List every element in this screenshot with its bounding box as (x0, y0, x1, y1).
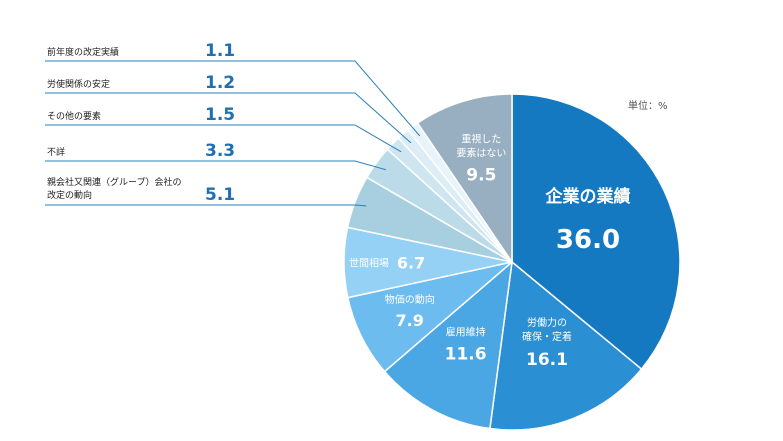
leader-line-roushi (45, 92, 412, 144)
slice-label-roudouryoku-line2: 確保・定着 (522, 330, 572, 343)
slice-value-roudouryoku: 16.1 (526, 350, 568, 370)
slice-3 (383, 260, 514, 430)
ext-label-oyagaisha-line2: 改定の動向 (47, 189, 92, 201)
leader-line-zennendo (45, 60, 421, 137)
ext-label-roushi: 労使関係の安定 (47, 78, 110, 90)
slice-label-kigyo: 企業の業績 (545, 186, 631, 207)
slice-value-seken: 6.7 (397, 253, 425, 272)
ext-label-sonota: その他の要素 (47, 110, 101, 122)
ext-label-oyagaisha-line1: 親会社又関連（グループ）会社の (47, 176, 181, 188)
slice-label-none-line2: 要素はない (456, 146, 506, 159)
slice-label-koyou: 雇用維持 (446, 326, 486, 339)
slice-value-kigyo: 36.0 (556, 225, 620, 255)
leader-line-fushou (45, 160, 387, 171)
pie-slices (343, 93, 681, 431)
ext-label-zennendo: 前年度の改定実績 (47, 46, 119, 58)
slice-value-bukka: 7.9 (396, 311, 424, 330)
ext-value-sonota: 1.5 (205, 105, 235, 125)
unit-label: 単位：% (628, 101, 668, 112)
slice-label-roudouryoku-line1: 労働力の (527, 316, 567, 329)
slice-1 (511, 93, 681, 371)
slice-11 (416, 93, 513, 265)
ext-value-zennendo: 1.1 (205, 41, 235, 61)
leader-line-sonota (45, 124, 402, 153)
ext-value-oyagaisha: 5.1 (205, 185, 235, 205)
slice-label-none-line1: 重視した (461, 132, 501, 145)
slice-value-none: 9.5 (466, 165, 496, 185)
slice-label-bukka: 物価の動向 (385, 293, 435, 306)
slice-2 (489, 260, 643, 431)
ext-value-roushi: 1.2 (205, 73, 235, 93)
ext-value-fushou: 3.3 (205, 141, 235, 161)
slice-label-seken: 世間相場 (349, 256, 389, 269)
slice-value-koyou: 11.6 (445, 345, 487, 365)
leader-lines (45, 60, 421, 207)
ext-label-fushou: 不詳 (47, 146, 65, 158)
leader-line-oyagaisha (45, 204, 367, 207)
